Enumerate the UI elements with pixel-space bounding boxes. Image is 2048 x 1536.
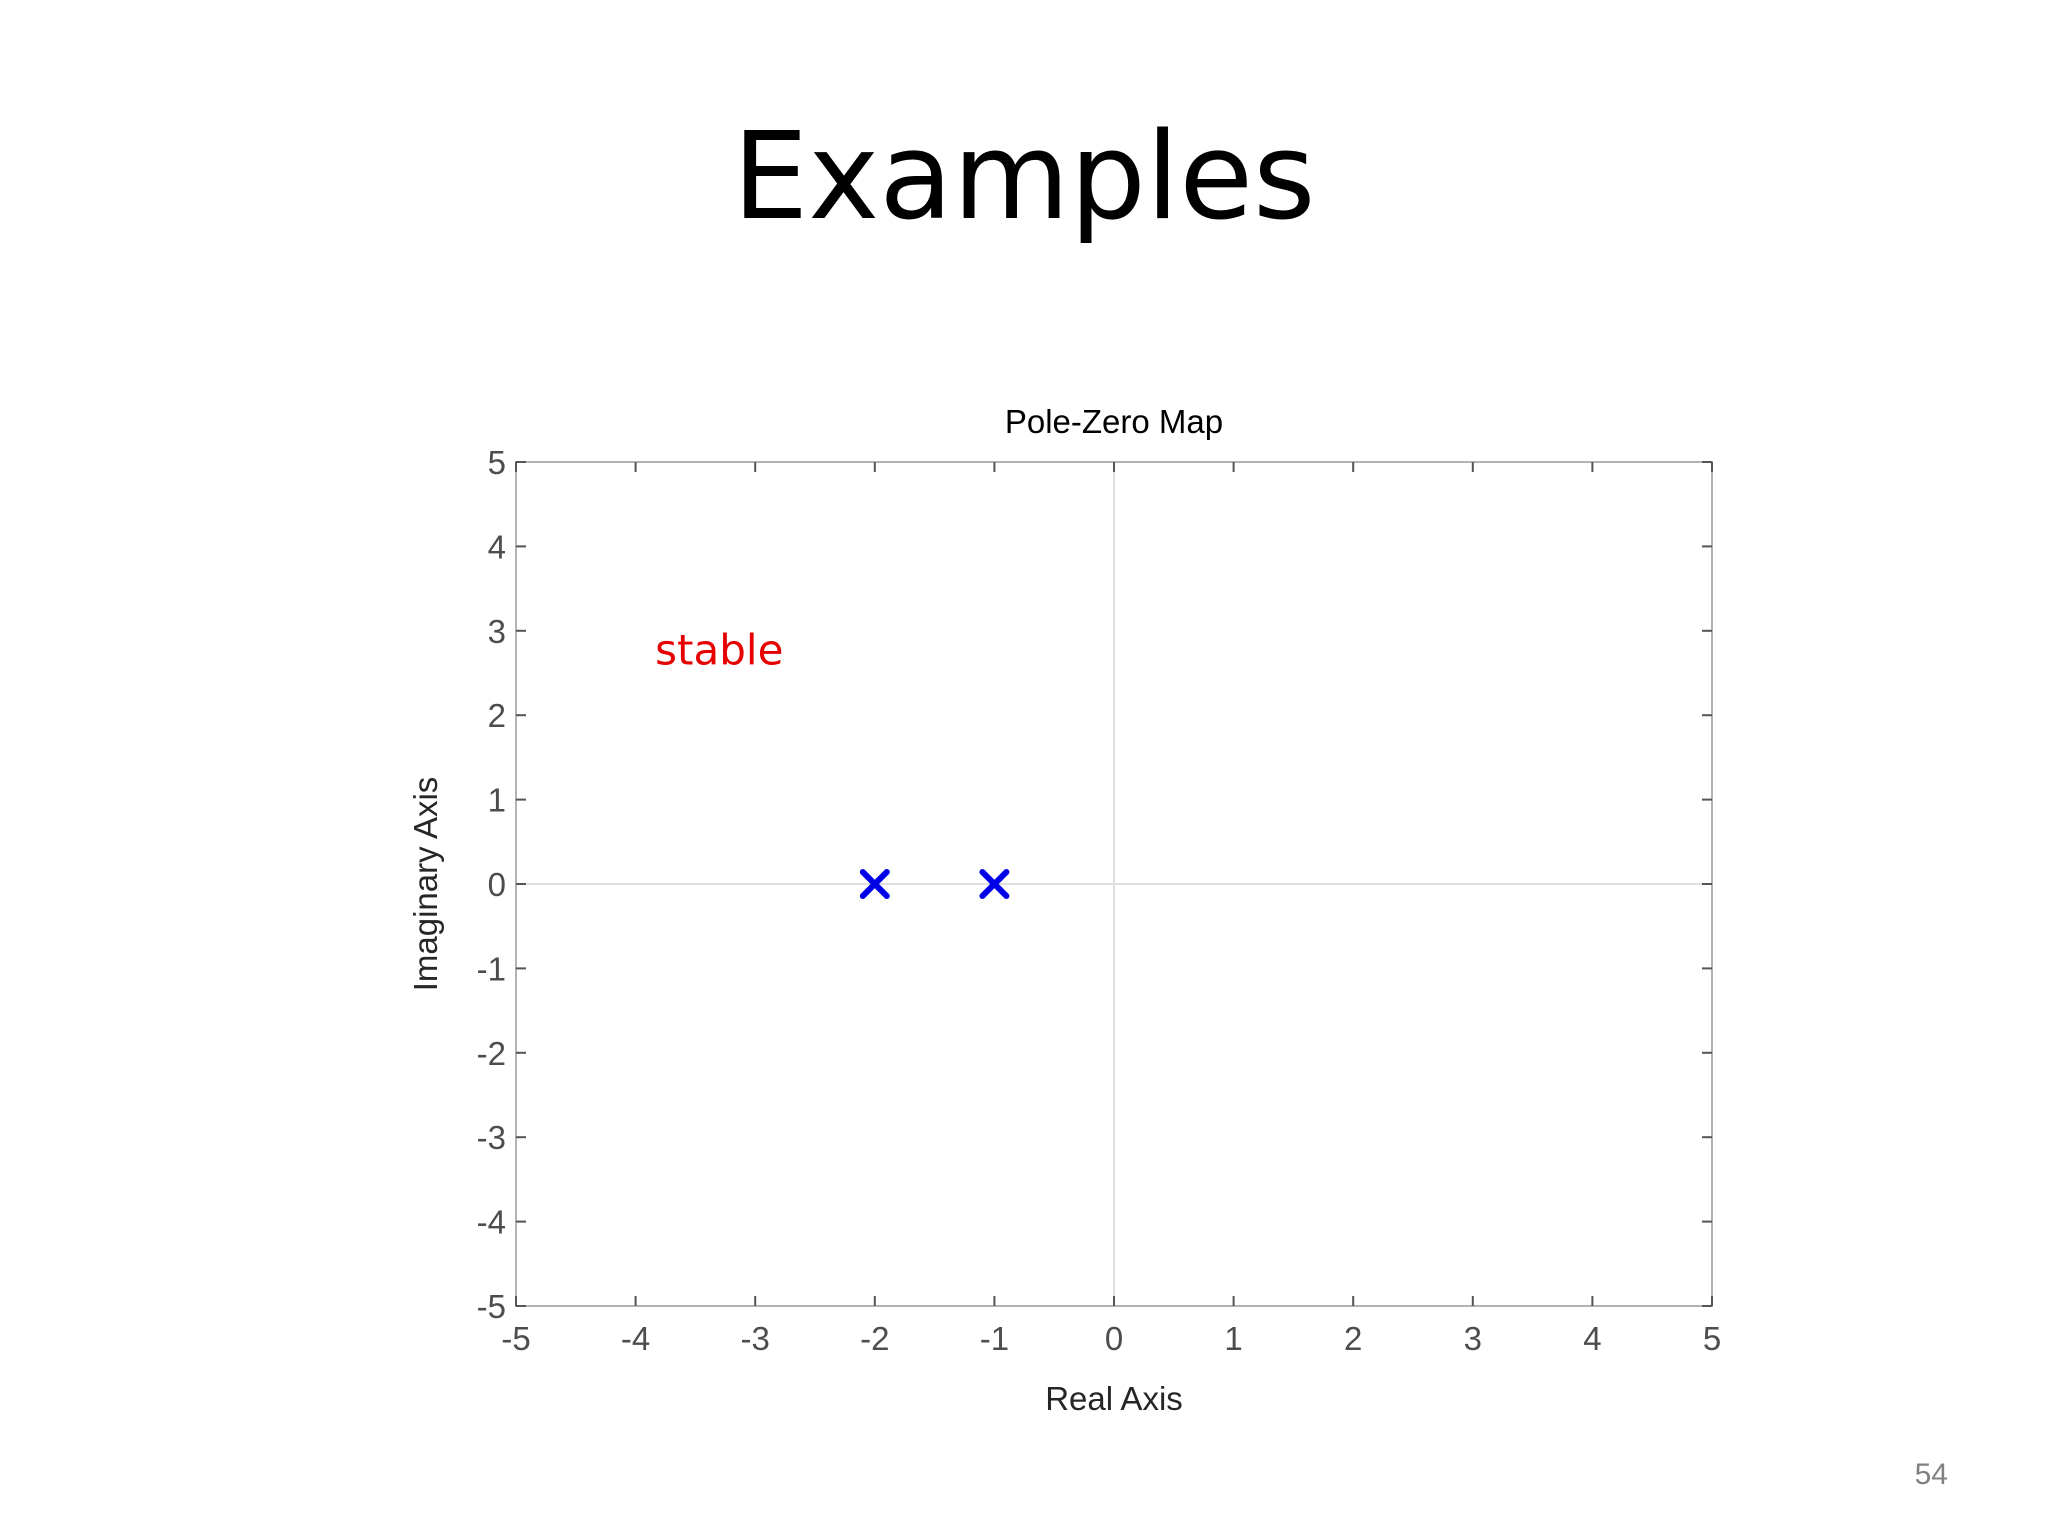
y-tick-label: 4 [488, 528, 506, 565]
x-tick-label: 4 [1583, 1320, 1601, 1357]
y-tick-label: -1 [477, 950, 506, 987]
x-tick-label: 0 [1105, 1320, 1123, 1357]
x-tick-label: 2 [1344, 1320, 1362, 1357]
y-tick-label: 0 [488, 866, 506, 903]
y-tick-label: 1 [488, 782, 506, 819]
chart-annotations: stable [655, 626, 783, 675]
y-tick-label: 2 [488, 697, 506, 734]
x-tick-label: -5 [501, 1320, 530, 1357]
y-tick-label: -2 [477, 1035, 506, 1072]
chart-title: Pole-Zero Map [1005, 403, 1223, 440]
y-axis-label: Imaginary Axis [407, 777, 444, 992]
x-tick-label: 5 [1703, 1320, 1721, 1357]
y-tick-label: 5 [488, 444, 506, 481]
x-tick-label: -2 [860, 1320, 889, 1357]
x-axis-label: Real Axis [1045, 1380, 1183, 1417]
x-tick-labels: -5 -4 -3 -2 -1 0 1 2 3 4 5 [501, 1320, 1721, 1357]
y-tick-labels: -5 -4 -3 -2 -1 0 1 2 3 4 5 [477, 444, 506, 1325]
pole-marker [979, 869, 1010, 899]
reference-lines [516, 462, 1712, 1306]
x-tick-label: -3 [741, 1320, 770, 1357]
slide-title: Examples [732, 108, 1316, 247]
y-tick-label: -5 [477, 1288, 506, 1325]
x-tick-label: -4 [621, 1320, 650, 1357]
y-tick-label: 3 [488, 613, 506, 650]
pole-marker [859, 869, 890, 899]
page-number: 54 [1914, 1458, 1948, 1491]
annotation-label: stable [655, 626, 783, 675]
pole-markers [859, 869, 1010, 899]
x-tick-label: 1 [1224, 1320, 1242, 1357]
x-tick-label: 3 [1464, 1320, 1482, 1357]
y-tick-label: -4 [477, 1204, 506, 1241]
x-tick-label: -1 [980, 1320, 1009, 1357]
y-tick-label: -3 [477, 1119, 506, 1156]
axis-ticks [515, 461, 1713, 1307]
